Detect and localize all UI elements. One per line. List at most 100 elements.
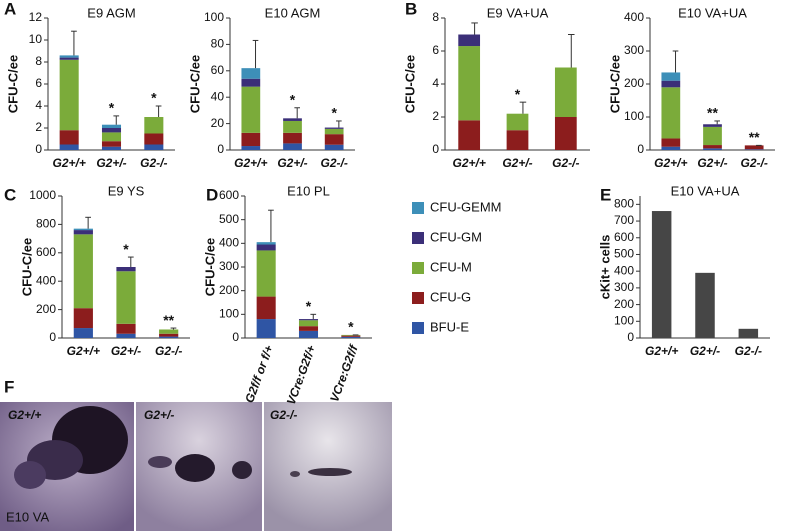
x-tick-label: G2-/- — [552, 156, 579, 170]
bar-segment — [101, 128, 122, 133]
bar-segment — [703, 148, 722, 150]
blob — [232, 461, 252, 479]
y-tick-label: 400 — [36, 273, 56, 287]
y-tick-label: 300 — [614, 280, 634, 294]
blob — [308, 468, 352, 476]
legend-swatch — [412, 262, 424, 274]
bar-segment — [661, 72, 681, 81]
y-axis-label: CFU-C/ee — [19, 238, 34, 297]
bar-segment — [241, 132, 261, 147]
bar-segment — [661, 146, 681, 150]
bar-segment — [73, 234, 93, 309]
bar-segment — [59, 57, 79, 60]
bar-segment — [144, 133, 164, 145]
panel-label: B — [405, 0, 417, 18]
y-tick-label: 100 — [204, 10, 224, 24]
y-tick-label: 0 — [432, 142, 439, 156]
chart-title: E10 PL — [287, 183, 330, 198]
significance: * — [290, 91, 296, 107]
legend-label: CFU-GEMM — [430, 199, 502, 214]
x-tick-label: G2+/+ — [654, 156, 687, 170]
bar-segment — [241, 68, 261, 79]
x-tick-label: G2+/+ — [645, 344, 678, 358]
bar-segment — [744, 145, 764, 150]
x-tick-label: G2-/- — [735, 344, 762, 358]
image-label: G2+/- — [144, 408, 174, 422]
significance: * — [151, 90, 157, 106]
bar-segment — [744, 149, 764, 150]
y-tick-label: 1000 — [29, 188, 56, 202]
y-tick-label: 600 — [614, 230, 634, 244]
y-tick-label: 0 — [217, 142, 224, 156]
bar-segment — [73, 328, 93, 338]
bar-segment — [324, 128, 344, 135]
significance: ** — [749, 129, 760, 145]
x-tick-label: G2+/- — [111, 344, 141, 358]
y-tick-label: 0 — [637, 142, 644, 156]
y-tick-label: 100 — [219, 307, 239, 321]
bar-segment — [458, 46, 481, 121]
bar-segment — [59, 130, 79, 145]
bar-segment — [703, 145, 722, 149]
x-tick-label: G2+/- — [277, 156, 307, 170]
bar-segment — [241, 146, 261, 150]
x-tick-label: G2+/+ — [52, 156, 85, 170]
y-tick-label: 6 — [35, 76, 42, 90]
chart-title: E10 VA+UA — [678, 5, 747, 20]
bar-segment — [298, 320, 319, 327]
bar-segment — [283, 118, 302, 121]
y-tick-label: 0 — [35, 142, 42, 156]
y-tick-label: 10 — [29, 32, 43, 46]
bar-segment — [324, 127, 344, 129]
y-tick-label: 0 — [232, 330, 239, 344]
x-tick-label: G2-/- — [740, 156, 767, 170]
x-tick-label: G2+/- — [502, 156, 532, 170]
chart-title: E9 YS — [108, 183, 145, 198]
y-tick-label: 4 — [35, 98, 42, 112]
image-label: G2+/+ — [8, 408, 41, 422]
legend-label: CFU-G — [430, 289, 471, 304]
y-tick-label: 8 — [35, 54, 42, 68]
bar-segment — [101, 146, 122, 150]
y-tick-label: 300 — [219, 259, 239, 273]
significance: * — [348, 319, 354, 335]
blob — [14, 461, 46, 489]
x-tick-label: G2+/- — [697, 156, 727, 170]
bar-segment — [59, 59, 79, 131]
chart-title: E9 AGM — [87, 5, 135, 20]
chart-title: E10 VA+UA — [671, 183, 740, 198]
y-tick-label: 6 — [432, 43, 439, 57]
legend-swatch — [412, 322, 424, 334]
bar-segment — [159, 336, 179, 338]
bar-segment — [101, 124, 122, 128]
y-tick-label: 800 — [614, 197, 634, 211]
x-tick-label: G2f/f or f/+ — [242, 343, 276, 404]
y-tick-label: 700 — [614, 213, 634, 227]
bar-segment — [661, 80, 681, 88]
significance: * — [306, 298, 312, 314]
bar-segment — [116, 323, 136, 334]
bar-segment — [298, 330, 319, 338]
bar-segment — [116, 333, 136, 338]
y-tick-label: 200 — [219, 283, 239, 297]
chart-title: E9 VA+UA — [487, 5, 549, 20]
panel-label: E — [600, 185, 611, 204]
bar — [695, 272, 715, 338]
bar-segment — [256, 296, 276, 320]
legend-label: CFU-M — [430, 259, 472, 274]
significance: * — [123, 241, 129, 257]
x-tick-label: G2+/+ — [67, 344, 100, 358]
y-tick-label: 200 — [624, 76, 644, 90]
bar-segment — [73, 230, 93, 235]
panel-f-images: F G2+/+ G2+/- G2-/- E10 VA — [0, 377, 392, 531]
bar — [738, 328, 759, 338]
bar-segment — [341, 334, 361, 336]
bar-segment — [101, 132, 122, 142]
y-axis-label: CFU-C/ee — [187, 55, 202, 114]
x-tick-label: G2+/+ — [452, 156, 485, 170]
y-axis-label: cKit+ cells — [597, 235, 612, 300]
y-tick-label: 400 — [219, 236, 239, 250]
significance: * — [331, 105, 337, 121]
panel-label: D — [206, 185, 218, 204]
